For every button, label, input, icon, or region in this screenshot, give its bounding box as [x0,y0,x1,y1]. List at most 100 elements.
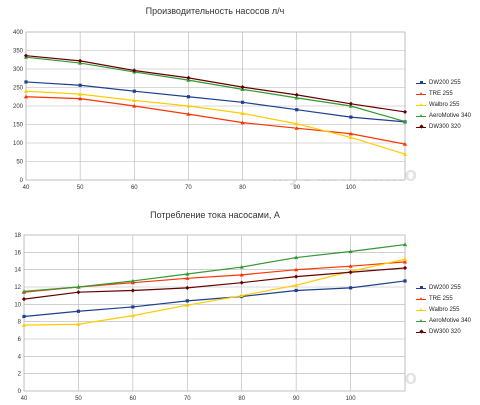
data-point [348,270,353,275]
legend-marker [419,92,423,95]
data-point [239,293,244,298]
data-point [185,303,190,307]
data-point [78,83,82,87]
x-tick-label: 60 [130,396,137,402]
data-point [294,255,299,260]
y-tick-label: 12 [14,285,21,291]
data-point [23,94,29,99]
series-line [25,90,406,155]
y-tick-label: 250 [13,86,24,92]
x-tick-label: 70 [185,185,192,191]
legend-swatch [416,329,426,335]
data-point [131,305,135,309]
legend-swatch [416,285,426,291]
data-point [402,265,408,271]
legend-item: DW200 255 [416,283,480,293]
plot-area [23,234,406,392]
data-point [76,284,81,289]
y-tick-label: 150 [13,123,24,129]
legend-marker [419,81,423,84]
data-point [132,68,137,73]
series-walbro-255 [21,257,408,327]
y-tick-label: 4 [18,354,22,360]
x-tick-label: 60 [131,185,138,191]
x-tick-label: 90 [293,185,300,191]
legend-item: DW300 320 [416,327,480,337]
data-point [295,108,299,112]
y-tick-label: 6 [18,337,22,343]
legend-label: TRE 255 [429,91,453,97]
legend-marker [419,286,423,289]
data-point [348,286,353,290]
legend-item: DW300 320 [416,122,480,132]
legend-label: Walbro 255 [429,307,460,313]
series-line [23,243,406,292]
x-tick-label: 100 [346,185,357,191]
legend-label: AeroMotive 340 [429,318,472,324]
chart-title: Потребление тока насосами, А [150,210,280,220]
data-point [76,322,81,326]
chart-title: Производительность насосов л/ч [145,6,285,16]
data-point [294,267,299,272]
series-dw200-255 [22,279,407,319]
data-point [294,288,298,293]
legend-marker [419,103,423,106]
y-tick-label: 200 [13,104,24,110]
y-tick-label: 300 [13,67,24,73]
legend-swatch [416,124,426,130]
legend-swatch [416,296,426,302]
legend-item: AeroMotive 340 [416,316,480,326]
legend: DW200 255 TRE 255 Walbro 255 AeroMotive 340… [416,283,480,338]
flow-plot: 0 50 100 150 200 250 300 350 400 40 50 60 70 80 90 100 [13,30,408,191]
series-tre-255 [23,94,408,146]
y-tick-label: 400 [13,30,24,36]
x-tick-label: 80 [238,396,245,402]
data-point [21,289,27,293]
series-line [23,258,406,326]
data-point [349,115,353,119]
y-tick-label: 10 [14,302,21,308]
y-tick-label: 0 [20,178,24,184]
y-tick-label: 50 [16,160,23,166]
legend-swatch [416,91,426,97]
series-dw200-255 [24,80,407,124]
data-point [186,75,191,80]
data-point [78,92,83,96]
data-point [186,103,191,108]
x-tick-label: 40 [21,396,28,402]
data-point [132,89,136,93]
legend-item: Walbro 255 [416,305,480,315]
data-point [294,126,299,130]
series-line [25,96,406,145]
legend-marker [419,308,423,311]
legend-item: TRE 255 [416,89,480,99]
data-point [21,323,27,327]
series-line [23,280,406,318]
data-point [402,109,408,115]
data-point [294,121,299,126]
data-point [348,264,353,268]
data-point [78,96,83,101]
current-chart: Потребление тока насосами, А MySubaru.In… [0,205,480,405]
y-tick-label: 8 [18,320,22,326]
legend-item: Walbro 255 [416,100,480,110]
data-point [402,257,408,261]
y-tick-label: 100 [13,141,24,147]
legend-marker [419,297,423,300]
data-point [348,101,353,106]
data-point [130,278,135,283]
y-tick-label: 350 [13,49,24,55]
data-point [76,309,81,313]
data-point [186,112,191,116]
data-point [185,271,190,276]
legend-label: AeroMotive 340 [429,113,472,119]
data-point [348,249,353,254]
x-tick-label: 50 [75,396,82,402]
y-tick-label: 16 [14,250,21,256]
flow-chart: Производительность насосов л/ч MySubaru.… [0,0,480,200]
legend-label: DW300 320 [429,329,461,335]
legend: DW200 255 TRE 255 Walbro 255 AeroMotive 340… [416,78,480,133]
x-tick-label: 40 [23,185,30,191]
x-tick-label: 100 [346,396,357,402]
data-point [186,95,191,99]
